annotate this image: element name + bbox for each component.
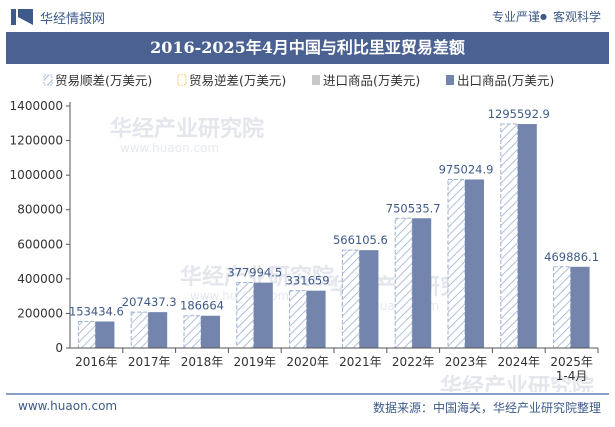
surplus-bar xyxy=(183,315,202,349)
surplus-data-label: 377994.5 xyxy=(227,266,282,280)
surplus-bar xyxy=(236,282,255,349)
surplus-bar xyxy=(130,311,149,349)
export-bar xyxy=(201,315,220,348)
legend-label: 进口商品(万美元) xyxy=(323,73,420,88)
tagline-right: 客观科学 xyxy=(552,10,601,24)
watermark-url: www.huaon.com xyxy=(120,141,219,155)
surplus-data-label: 331659 xyxy=(286,274,330,288)
export-bar xyxy=(306,290,326,348)
y-tick-label: 800000 xyxy=(17,203,63,217)
title-band: 2016-2025年4月中国与利比里亚贸易差额 xyxy=(6,32,609,64)
surplus-bar xyxy=(77,320,96,349)
legend-label: 出口商品(万美元) xyxy=(457,73,554,88)
x-tick-label: 2017年 xyxy=(128,355,171,369)
surplus-data-label: 469886.1 xyxy=(544,250,599,264)
export-bar xyxy=(95,321,115,348)
x-tick-label: 2024年 xyxy=(498,355,541,369)
watermark-text: 华经产业研究院 xyxy=(440,374,594,392)
surplus-data-label: 975024.9 xyxy=(439,162,494,176)
legend-label: 贸易顺差(万美元) xyxy=(55,73,152,88)
export-bar xyxy=(412,218,432,348)
logo-icon xyxy=(11,9,33,25)
x-tick-label: 2019年 xyxy=(234,355,277,369)
legend-swatch-surplus xyxy=(43,74,53,86)
legend-swatch-import xyxy=(312,75,320,85)
legend: 贸易顺差(万美元) 贸易逆差(万美元) 进口商品(万美元) 出口商品(万美元) xyxy=(43,73,554,88)
x-tick-label: 2016年 xyxy=(75,355,118,369)
export-bar xyxy=(253,282,273,348)
legend-label: 贸易逆差(万美元) xyxy=(189,73,286,88)
y-tick-label: 200000 xyxy=(17,306,63,320)
export-bar xyxy=(570,266,590,348)
footer-url[interactable]: www.huaon.com xyxy=(18,399,118,413)
export-bar xyxy=(517,124,537,348)
y-axis: 0 200000 400000 600000 800000 1000000 1200000 1… xyxy=(10,99,71,355)
legend-swatch-export xyxy=(446,75,454,85)
y-tick-label: 600000 xyxy=(17,237,63,251)
surplus-data-label: 207437.3 xyxy=(122,295,177,309)
surplus-bar xyxy=(447,178,466,349)
footer-divider xyxy=(6,393,609,395)
tagline-dot-icon: ● xyxy=(540,12,547,21)
surplus-data-label: 750535.7 xyxy=(386,201,441,215)
surplus-data-label: 1295592.9 xyxy=(488,107,550,121)
legend-swatch-deficit xyxy=(177,74,187,86)
surplus-bar xyxy=(289,290,308,349)
brand-name: 华经情报网 xyxy=(40,12,106,27)
surplus-bar xyxy=(394,217,413,349)
surplus-data-label: 186664 xyxy=(180,299,224,313)
x-tick-label: 2021年 xyxy=(339,355,382,369)
surplus-data-label: 153434.6 xyxy=(69,304,124,318)
export-bar xyxy=(465,179,484,348)
x-tick-label: 2018年 xyxy=(181,355,224,369)
y-tick-label: 1200000 xyxy=(10,134,63,148)
y-tick-label: 400000 xyxy=(17,272,63,286)
chart: 华经产业研究院www.huaon.com华经产业研究院www.huaon.com… xyxy=(10,73,599,392)
x-tick-label: 2025年 1-4月 xyxy=(550,355,593,383)
header-bar: 华经情报网 专业严谨● 客观科学 xyxy=(0,0,615,32)
surplus-bar xyxy=(341,249,360,349)
chart-title: 2016-2025年4月中国与利比里亚贸易差额 xyxy=(150,38,465,57)
y-tick-label: 1000000 xyxy=(10,168,63,182)
x-tick-label: 2022年 xyxy=(392,355,435,369)
x-tick-label: 2023年 xyxy=(445,355,488,369)
footer-source: 数据来源：中国海关，华经产业研究院整理 xyxy=(372,401,601,415)
export-bar xyxy=(148,312,168,348)
tagline: 专业严谨● 客观科学 xyxy=(492,8,601,25)
watermark-text: 华经产业研究院 xyxy=(110,116,264,142)
tagline-left: 专业严谨 xyxy=(491,10,540,24)
x-tick-label: 2020年 xyxy=(286,355,329,369)
export-bar xyxy=(359,250,379,348)
surplus-bar xyxy=(553,266,572,349)
surplus-bar xyxy=(500,123,519,349)
x-axis: 2016年 2017年 2018年 2019年 2020年 2021年 2022年 2023年… xyxy=(70,347,599,383)
surplus-data-label: 566105.6 xyxy=(333,233,388,247)
y-tick-label: 1400000 xyxy=(10,99,63,113)
y-tick-label: 0 xyxy=(55,341,63,355)
